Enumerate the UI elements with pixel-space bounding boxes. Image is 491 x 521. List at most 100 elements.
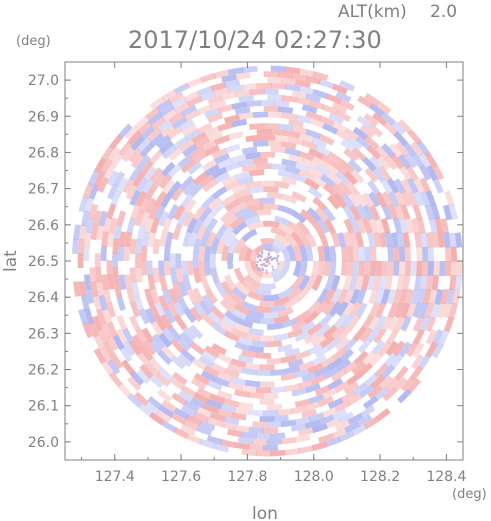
heatmap-cell <box>196 406 213 418</box>
heatmap-cell <box>154 301 166 318</box>
heatmap-cell <box>397 119 413 134</box>
heatmap-cell <box>107 359 121 375</box>
heatmap-cell <box>288 136 305 146</box>
heatmap-cell <box>200 370 217 383</box>
heatmap-cell <box>352 246 360 262</box>
heatmap-cell <box>267 253 270 256</box>
heatmap-cell <box>204 245 212 261</box>
heatmap-cell <box>357 338 372 354</box>
heatmap-cell <box>264 264 267 267</box>
heatmap-cell <box>268 262 271 265</box>
heatmap-cell <box>238 94 254 103</box>
heatmap-cell <box>244 215 261 227</box>
heatmap-cell <box>145 106 161 121</box>
heatmap-cell <box>349 205 362 221</box>
heatmap-cell <box>220 225 234 242</box>
heatmap-cell <box>148 411 165 426</box>
heatmap-cell <box>252 421 268 428</box>
heatmap-cell <box>261 264 264 267</box>
heatmap-cell <box>388 142 403 159</box>
y-tick-label: 26.0 <box>28 435 59 451</box>
x-tick-label: 127.4 <box>95 469 135 485</box>
heatmap-cell <box>387 191 400 208</box>
heatmap-cell <box>196 85 213 97</box>
heatmap-cell <box>108 217 118 234</box>
heatmap-cell <box>106 170 119 187</box>
heatmap-cell <box>454 275 463 291</box>
heatmap-cell <box>234 188 251 200</box>
x-tick-label: 127.8 <box>227 469 267 485</box>
heatmap-cell <box>180 159 196 174</box>
heatmap-cell <box>124 125 140 140</box>
heatmap-cell <box>305 110 322 121</box>
heatmap-cell <box>247 309 264 319</box>
heatmap-cell <box>363 113 379 127</box>
heatmap-cell <box>96 224 105 241</box>
heatmap-cell <box>311 373 327 385</box>
heatmap-cell <box>419 232 428 248</box>
heatmap-cell <box>352 382 368 396</box>
heatmap-cell <box>333 313 348 330</box>
heatmap-cell <box>261 243 273 251</box>
heatmap-cell <box>132 334 145 350</box>
heatmap-cell <box>180 348 196 363</box>
heatmap-cell <box>386 288 397 305</box>
heatmap-cell <box>274 100 290 108</box>
heatmap-cell <box>370 374 386 390</box>
heatmap-cell <box>117 245 125 261</box>
heatmap-cell <box>376 155 391 171</box>
heatmap-cell <box>311 274 323 292</box>
heatmap-cell <box>162 217 173 234</box>
heatmap-cell <box>298 169 315 181</box>
heatmap-cell <box>330 324 346 340</box>
heatmap-cell <box>449 232 457 248</box>
y-tick-label: 26.1 <box>28 399 59 415</box>
heatmap-cell <box>242 65 258 73</box>
heatmap-cell <box>234 341 251 352</box>
heatmap-cell <box>186 414 203 426</box>
heatmap-cell <box>237 193 254 205</box>
heatmap-cell <box>314 365 331 378</box>
y-tick-label: 26.6 <box>28 218 59 234</box>
heatmap-cell <box>217 121 234 132</box>
heatmap-cell <box>350 169 365 184</box>
heatmap-cell <box>220 208 235 223</box>
heatmap-cell <box>175 253 182 269</box>
heatmap-cell <box>398 341 412 358</box>
heatmap-cell <box>454 232 463 248</box>
heatmap-cell <box>333 193 348 209</box>
heatmap-cell <box>237 436 254 445</box>
heatmap-cell <box>256 253 259 256</box>
heatmap-cell <box>84 196 95 213</box>
heatmap-cell <box>354 231 364 248</box>
heatmap-cell <box>127 376 142 392</box>
heatmap-cell <box>129 190 141 207</box>
heatmap-cell <box>419 315 431 332</box>
heatmap-cell <box>203 345 220 358</box>
heatmap-cell <box>101 274 109 290</box>
heatmap-cell <box>280 436 297 445</box>
y-unit-label: (deg) <box>16 34 51 49</box>
heatmap-cell <box>99 347 113 363</box>
heatmap-cell <box>366 145 382 160</box>
heatmap-cell <box>277 204 294 216</box>
heatmap-cell <box>328 113 345 125</box>
heatmap-cell <box>294 434 311 443</box>
heatmap-cell <box>416 288 426 305</box>
heatmap-cell <box>323 366 340 380</box>
heatmap-cell <box>201 139 217 152</box>
heatmap-cell <box>220 403 237 413</box>
heatmap-cell <box>274 233 291 248</box>
heatmap-cell <box>267 94 283 101</box>
heatmap-cell <box>443 232 451 248</box>
heatmap-cell <box>170 412 187 425</box>
heatmap-cell <box>192 253 199 269</box>
heatmap-cell <box>263 71 279 78</box>
heatmap-cell <box>342 360 359 375</box>
heatmap-cell <box>255 369 272 376</box>
heatmap-cell <box>186 288 198 305</box>
heatmap-cell <box>336 231 347 248</box>
heatmap-cell <box>383 121 398 136</box>
heatmap-cell <box>144 184 158 201</box>
heatmap-cell <box>244 362 261 370</box>
